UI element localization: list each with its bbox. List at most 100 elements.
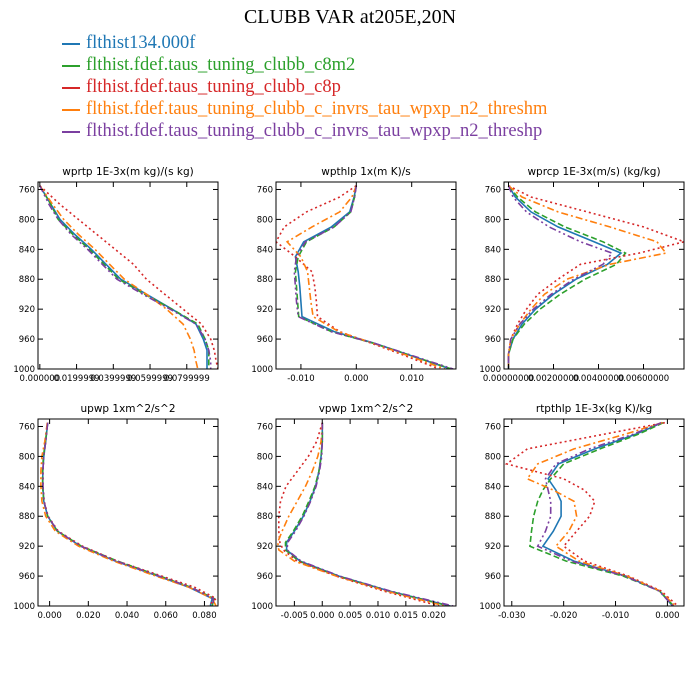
series-line xyxy=(39,185,199,369)
series-line xyxy=(507,185,627,369)
y-tick-label: 1000 xyxy=(251,602,273,612)
x-tick-label: 0.005 xyxy=(338,611,362,621)
subplot-title: wprtp 1E-3x(m kg)/(s kg) xyxy=(62,166,193,178)
y-tick-label: 920 xyxy=(257,542,273,552)
y-tick-label: 760 xyxy=(485,422,501,432)
legend-swatch xyxy=(62,109,80,111)
y-tick-label: 1000 xyxy=(13,365,35,375)
y-tick-label: 960 xyxy=(19,572,35,582)
x-tick-label: 0.0799999 xyxy=(164,374,210,384)
x-tick-label: 0.0599999 xyxy=(127,374,173,384)
legend-label: flthist.fdef.taus_tuning_clubb_c8m2 xyxy=(86,55,356,75)
legend-item: flthist.fdef.taus_tuning_clubb_c_invrs_t… xyxy=(62,98,547,120)
x-tick-label: 0.00000000 xyxy=(483,374,534,384)
y-tick-label: 840 xyxy=(485,482,501,492)
y-tick-label: 960 xyxy=(485,572,501,582)
legend-item: flthist.fdef.taus_tuning_clubb_c_invrs_t… xyxy=(62,120,547,142)
x-tick-label: -0.020 xyxy=(550,611,577,621)
x-tick-label: 0.000 xyxy=(655,611,679,621)
legend: flthist134.000f flthist.fdef.taus_tuning_… xyxy=(62,32,547,142)
series-line xyxy=(39,185,212,369)
y-tick-label: 880 xyxy=(257,512,273,522)
y-tick-label: 920 xyxy=(19,542,35,552)
y-tick-label: 1000 xyxy=(13,602,35,612)
legend-label: flthist.fdef.taus_tuning_clubb_c8p xyxy=(86,77,341,97)
subplot-title: wpthlp 1x(m K)/s xyxy=(321,166,411,178)
y-tick-label: 800 xyxy=(19,215,35,225)
series-line xyxy=(284,422,450,606)
series-line xyxy=(541,421,674,606)
legend-swatch xyxy=(62,65,80,67)
subplot-title: upwp 1xm^2/s^2 xyxy=(81,403,176,415)
x-tick-label: -0.030 xyxy=(498,611,525,621)
x-tick-label: 0.000 xyxy=(344,374,368,384)
x-tick-label: -0.005 xyxy=(281,611,308,621)
y-tick-label: 960 xyxy=(19,335,35,345)
y-tick-label: 800 xyxy=(485,215,501,225)
legend-item: flthist.fdef.taus_tuning_clubb_c8m2 xyxy=(62,54,547,76)
subplot-title: rtpthlp 1E-3x(kg K)/kg xyxy=(536,403,652,415)
y-tick-label: 880 xyxy=(485,512,501,522)
legend-swatch xyxy=(62,43,80,45)
series-line xyxy=(42,422,218,606)
plot-frame xyxy=(503,181,685,370)
y-tick-label: 840 xyxy=(257,482,273,492)
subplot-5: vpwp 1xm^2/s^2 760 800 840 880 920 960 1000 -0.0… xyxy=(251,403,457,621)
y-tick-label: 840 xyxy=(257,245,273,255)
y-tick-label: 840 xyxy=(19,245,35,255)
legend-label: flthist134.000f xyxy=(86,33,196,53)
x-tick-label: 0.000 xyxy=(310,611,334,621)
plot-frame xyxy=(275,418,457,607)
subplot-4: upwp 1xm^2/s^2 760 800 840 880 920 960 10000.00… xyxy=(13,403,219,621)
series-line xyxy=(276,422,446,606)
subplot-title: wprcp 1E-3x(m/s) (kg/kg) xyxy=(527,166,660,178)
subplot-2: wpthlp 1x(m K)/s 760 800 840 880 920 960 1000 -0… xyxy=(251,166,457,384)
series-line xyxy=(41,422,216,606)
series-line xyxy=(41,422,214,606)
x-tick-label: -0.010 xyxy=(287,374,314,384)
series-line xyxy=(285,185,446,369)
x-tick-label: -0.010 xyxy=(602,611,629,621)
y-tick-label: 800 xyxy=(19,452,35,462)
series-line xyxy=(529,421,675,606)
series-line xyxy=(526,421,676,606)
series-line xyxy=(39,185,208,369)
y-tick-label: 760 xyxy=(19,422,35,432)
legend-swatch xyxy=(62,131,80,133)
series-line xyxy=(507,185,623,369)
series-line xyxy=(40,422,217,606)
y-tick-label: 880 xyxy=(19,512,35,522)
plot-frame xyxy=(37,418,219,607)
y-tick-label: 760 xyxy=(257,185,273,195)
y-tick-label: 880 xyxy=(485,275,501,285)
plot-frame xyxy=(503,418,685,607)
y-tick-label: 920 xyxy=(485,542,501,552)
x-tick-label: 0.080 xyxy=(192,611,216,621)
subplot-3: wprcp 1E-3x(m/s) (kg/kg) 760 800 840 880 920 9… xyxy=(479,166,685,384)
series-line xyxy=(536,421,674,606)
y-tick-label: 920 xyxy=(485,305,501,315)
series-line xyxy=(286,422,454,606)
y-tick-label: 1000 xyxy=(479,365,501,375)
y-tick-label: 880 xyxy=(19,275,35,285)
y-tick-label: 800 xyxy=(257,452,273,462)
y-tick-label: 760 xyxy=(257,422,273,432)
series-line xyxy=(39,185,218,369)
x-tick-label: 0.0199999 xyxy=(54,374,100,384)
x-tick-label: 0.0399999 xyxy=(90,374,136,384)
y-tick-label: 800 xyxy=(257,215,273,225)
x-tick-label: 0.020 xyxy=(76,611,100,621)
subplot-1: wprtp 1E-3x(m kg)/(s kg) 760 800 840 880 920 9… xyxy=(13,166,219,384)
y-tick-label: 800 xyxy=(485,452,501,462)
y-tick-label: 960 xyxy=(257,572,273,582)
series-line xyxy=(276,185,440,369)
x-tick-label: 0.040 xyxy=(115,611,139,621)
y-tick-label: 1000 xyxy=(479,602,501,612)
y-tick-label: 840 xyxy=(19,482,35,492)
legend-swatch xyxy=(62,87,80,89)
x-tick-label: 0.010 xyxy=(366,611,390,621)
x-tick-label: 0.015 xyxy=(394,611,418,621)
subplot-title: vpwp 1xm^2/s^2 xyxy=(319,403,414,415)
x-tick-label: 0.000 xyxy=(37,611,61,621)
